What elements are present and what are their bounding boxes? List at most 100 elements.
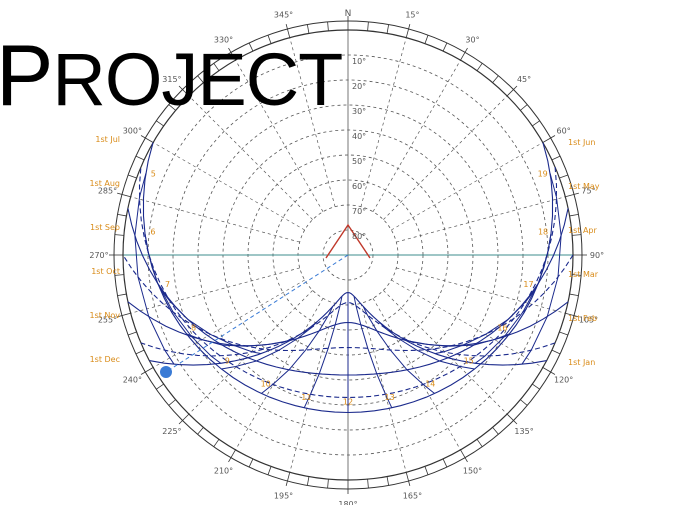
azimuth-label: 105°	[579, 315, 598, 324]
hour-label: 10	[261, 380, 271, 389]
hour-label: 13	[385, 393, 395, 402]
azimuth-tick	[127, 174, 137, 179]
azimuth-tick	[156, 120, 164, 127]
altitude-label: 20°	[352, 82, 366, 91]
hour-line	[362, 306, 435, 394]
azimuth-line	[383, 95, 508, 220]
azimuth-line	[152, 279, 305, 368]
azimuth-label: 210°	[214, 467, 233, 476]
title-rest: ROJECT	[52, 38, 343, 121]
hour-label: 17	[523, 280, 533, 289]
azimuth-label: 225°	[162, 427, 181, 436]
altitude-label: 80°	[352, 232, 366, 241]
azimuth-label: 165°	[403, 492, 422, 501]
hour-label: 18	[538, 227, 548, 236]
azimuth-label: 330°	[214, 35, 233, 44]
azimuth-tick	[460, 47, 468, 61]
azimuth-label: 30°	[465, 35, 479, 44]
azimuth-tick	[114, 234, 124, 236]
hour-line	[402, 333, 510, 347]
diagram-labels: 15° 30° 45° 60° 75° 90° 105° 120° 135° 150° 165° 18…	[89, 9, 604, 505]
azimuth-line	[188, 95, 313, 220]
azimuth-line	[372, 59, 461, 212]
azimuth-tick	[405, 472, 411, 486]
azimuth-line	[396, 196, 566, 243]
azimuth-tick	[285, 24, 291, 38]
page-title: PROJECT	[0, 33, 343, 121]
azimuth-tick	[532, 383, 540, 390]
azimuth-tick	[156, 383, 164, 390]
hour-line	[186, 333, 294, 347]
hour-line	[144, 233, 222, 364]
hour-label: 7	[165, 280, 170, 289]
hour-label: 12	[343, 398, 353, 407]
azimuth-tick	[442, 458, 448, 468]
azimuth-label: 45°	[517, 75, 531, 84]
hour-line	[134, 173, 175, 365]
hour-line	[261, 306, 334, 394]
azimuth-tick	[117, 312, 131, 318]
azimuth-tick	[213, 439, 220, 447]
date-label: 1st Oct	[91, 267, 120, 276]
azimuth-label: 195°	[274, 492, 293, 501]
hour-line	[521, 173, 562, 365]
azimuth-tick	[367, 479, 369, 489]
hour-line	[303, 296, 343, 409]
azimuth-label: 120°	[554, 376, 573, 385]
azimuth-tick	[572, 234, 582, 236]
date-label: 1st Aug	[89, 179, 120, 188]
azimuth-tick	[248, 42, 254, 52]
azimuth-line	[383, 290, 508, 415]
azimuth-tick	[168, 399, 176, 406]
hour-label: 16	[497, 323, 507, 332]
sun-position-marker	[160, 366, 172, 378]
azimuth-tick	[551, 155, 561, 161]
altitude-label: 30°	[352, 107, 366, 116]
azimuth-tick	[386, 476, 390, 486]
date-label: 1st Jul	[95, 135, 120, 144]
azimuth-label: 240°	[123, 376, 142, 385]
hour-label: 14	[425, 380, 435, 389]
azimuth-tick	[506, 85, 518, 97]
azimuth-label: 345°	[274, 10, 293, 19]
azimuth-tick	[248, 458, 254, 468]
azimuth-tick	[114, 274, 124, 276]
azimuth-line	[152, 142, 305, 231]
azimuth-tick	[551, 349, 561, 355]
azimuth-tick	[569, 293, 579, 297]
date-label: 1st Dec	[90, 355, 120, 364]
hour-line	[159, 287, 262, 355]
azimuth-line	[235, 59, 324, 212]
azimuth-tick	[569, 213, 579, 217]
azimuth-tick	[386, 24, 390, 34]
azimuth-tick	[476, 63, 483, 71]
hour-label: 15	[464, 357, 474, 366]
azimuth-label: 285°	[98, 187, 117, 196]
azimuth-tick	[140, 367, 154, 375]
date-label: 1st May	[568, 182, 600, 191]
azimuth-tick	[520, 104, 528, 111]
altitude-label: 40°	[352, 132, 366, 141]
date-label: 1st Mar	[568, 270, 599, 279]
azimuth-tick	[424, 34, 429, 44]
altitude-label: 60°	[352, 182, 366, 191]
hour-label: 11	[301, 393, 311, 402]
azimuth-tick	[565, 192, 579, 198]
azimuth-tick	[178, 413, 190, 425]
azimuth-tick	[367, 21, 369, 31]
azimuth-tick	[492, 75, 499, 83]
azimuth-label: 60°	[557, 127, 571, 136]
azimuth-label: 180°	[338, 500, 357, 505]
azimuth-line	[360, 303, 407, 473]
hour-label: 19	[538, 169, 548, 178]
azimuth-tick	[424, 466, 429, 476]
azimuth-line	[188, 290, 313, 415]
hour-line	[434, 287, 537, 355]
azimuth-tick	[476, 439, 483, 447]
azimuth-tick	[405, 24, 411, 38]
azimuth-tick	[135, 155, 145, 161]
azimuth-ticks	[109, 16, 587, 494]
azimuth-tick	[213, 63, 220, 71]
azimuth-tick	[559, 331, 569, 336]
